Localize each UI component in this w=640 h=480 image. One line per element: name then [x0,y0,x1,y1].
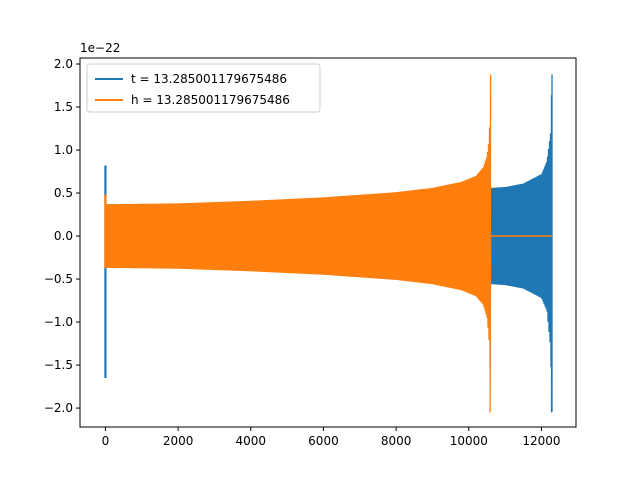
y-tick-label: −1.0 [44,315,73,329]
y-tick-label: 1.0 [54,143,73,157]
axes-frame [79,57,577,428]
legend-label: h = 13.285001179675486 [131,93,290,107]
y-tick-label: 0.0 [54,229,73,243]
series-line [104,74,492,413]
x-tick-label: 6000 [308,434,339,448]
y-tick-label: −1.5 [44,358,73,372]
y-tick-label: −2.0 [44,401,73,415]
y-tick-label: −0.5 [44,272,73,286]
x-tick-label: 8000 [381,434,412,448]
x-tick-label: 10000 [450,434,488,448]
x-tick-label: 0 [102,434,110,448]
x-axis: 0 2000 4000 6000 8000 10000 12000 [102,427,561,448]
y-tick-label: 2.0 [54,57,73,71]
series-h [104,74,553,413]
y-tick-label: 1.5 [54,100,73,114]
x-tick-label: 2000 [163,434,194,448]
plot-area [104,74,553,413]
legend-label: t = 13.285001179675486 [131,72,287,86]
y-tick-label: 0.5 [54,186,73,200]
y-axis: −2.0 −1.5 −1.0 −0.5 0.0 0.5 1.0 1.5 2.0 [44,57,80,415]
legend: t = 13.285001179675486 h = 13.28500117967… [86,63,321,113]
x-tick-label: 4000 [236,434,267,448]
y-offset-label: 1e−22 [80,41,120,55]
legend-box [86,63,321,113]
x-tick-label: 12000 [522,434,560,448]
